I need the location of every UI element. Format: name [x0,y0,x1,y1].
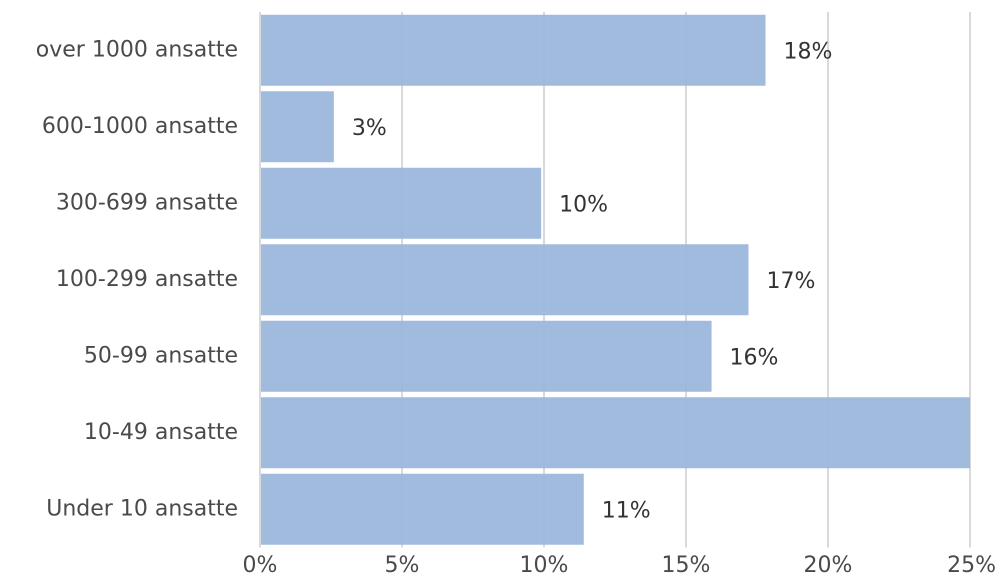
category-label-0: over 1000 ansatte [36,37,238,62]
bar-0 [260,14,766,86]
bar-2 [260,167,542,239]
bar-5 [260,397,970,469]
data-label-3: 17% [766,269,815,294]
category-label-2: 300-699 ansatte [56,190,238,215]
x-tick-label-25: 25% [947,553,996,578]
data-label-6: 11% [602,498,651,523]
bar-6 [260,473,584,545]
bar-1 [260,91,334,163]
bar-4 [260,320,712,392]
x-tick-labels: 0% 5% 10% 15% 20% 25% [243,553,996,578]
data-label-4: 16% [730,345,779,370]
category-label-6: Under 10 ansatte [46,496,238,521]
x-tick-label-20: 20% [804,553,853,578]
x-tick-label-5: 5% [385,553,420,578]
category-label-5: 10-49 ansatte [84,420,238,445]
x-tick-label-15: 15% [662,553,711,578]
x-tick-label-0: 0% [243,553,278,578]
x-tick-label-10: 10% [520,553,569,578]
data-labels: 18% 3% 10% 17% 16% 11% [352,39,833,523]
bars [260,14,970,545]
bar-3 [260,244,749,316]
data-label-2: 10% [559,192,608,217]
category-label-4: 50-99 ansatte [84,343,238,368]
category-label-3: 100-299 ansatte [56,267,238,292]
data-label-1: 3% [352,116,387,141]
category-labels: over 1000 ansatte 600-1000 ansatte 300-699… [36,37,238,521]
data-label-0: 18% [784,39,833,64]
category-label-1: 600-1000 ansatte [42,114,238,139]
